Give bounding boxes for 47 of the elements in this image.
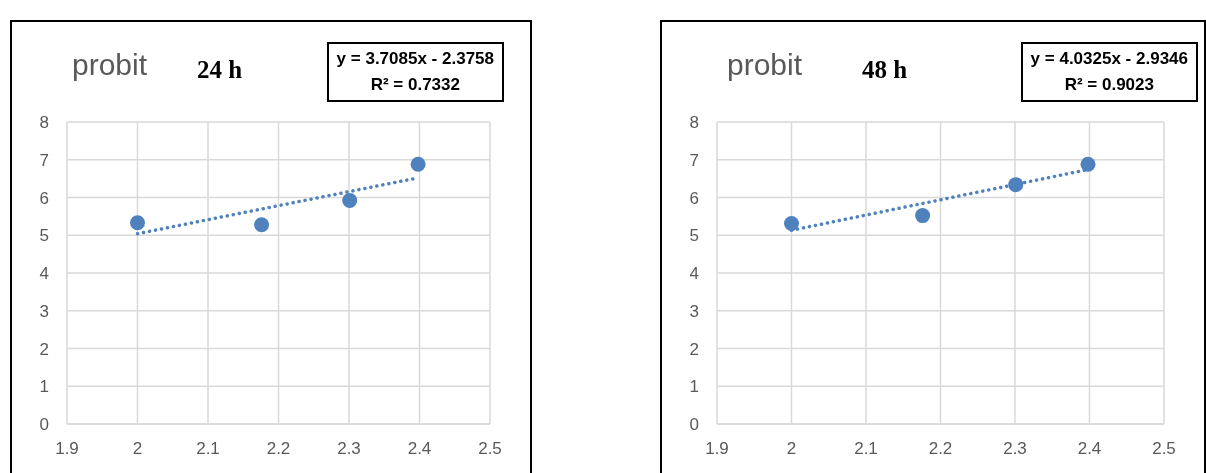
point <box>1080 156 1096 172</box>
y-tick-label: 4 <box>689 264 699 284</box>
point <box>784 216 799 232</box>
text: R² = 0.7332 <box>369 74 461 96</box>
y-tick-label: 8 <box>39 113 49 133</box>
y-tick-label: 2 <box>689 339 699 359</box>
chart-title: 24 h <box>197 56 243 84</box>
y-tick-label: 5 <box>689 226 699 246</box>
y-tick-label: 6 <box>39 188 49 208</box>
y-axis-title: probit <box>72 48 148 82</box>
x-tick-label: 2.3 <box>1003 439 1027 459</box>
x-tick-label: 2.4 <box>1077 439 1102 459</box>
y-tick-label: 7 <box>689 150 699 170</box>
text: y = 3.7085x - 2.3758 <box>336 48 494 70</box>
x-tick-label: 2.2 <box>928 439 953 459</box>
x-tick-label: 2.5 <box>478 439 502 459</box>
x-tick-label: 2.1 <box>196 439 220 459</box>
point <box>130 215 145 231</box>
text: R² = 0.9023 <box>1063 74 1155 96</box>
y-tick-label: 8 <box>689 113 699 133</box>
y-axis-title: probit <box>727 48 803 82</box>
y-tick-label: 1 <box>689 377 699 397</box>
y-tick-label: 0 <box>689 415 699 435</box>
x-tick-label: 2 <box>786 439 797 459</box>
chart-title: 48 h <box>862 56 908 84</box>
y-tick-label: 6 <box>689 188 699 208</box>
y-tick-label: 3 <box>39 301 49 321</box>
point <box>410 156 426 172</box>
x-tick-label: 2.4 <box>407 439 432 459</box>
x-tick-label: 1.9 <box>705 439 729 459</box>
y-tick-label: 7 <box>39 150 49 170</box>
y-tick-label: 5 <box>39 226 49 246</box>
x-tick-label: 2.5 <box>1152 439 1176 459</box>
y-tick-label: 4 <box>39 264 49 284</box>
y-tick-label: 2 <box>39 339 49 359</box>
x-tick-label: 1.9 <box>55 439 79 459</box>
point <box>342 193 358 209</box>
x-tick-label: 2.3 <box>337 439 361 459</box>
text: y = 4.0325x - 2.9346 <box>1030 48 1188 70</box>
x-tick-label: 2 <box>132 439 143 459</box>
x-tick-label: 2.1 <box>854 439 878 459</box>
y-tick-label: 1 <box>39 377 49 397</box>
point <box>254 217 270 233</box>
y-tick-label: 3 <box>689 301 699 321</box>
y-tick-label: 0 <box>39 415 49 435</box>
x-tick-label: 2.2 <box>266 439 291 459</box>
point <box>915 208 931 224</box>
